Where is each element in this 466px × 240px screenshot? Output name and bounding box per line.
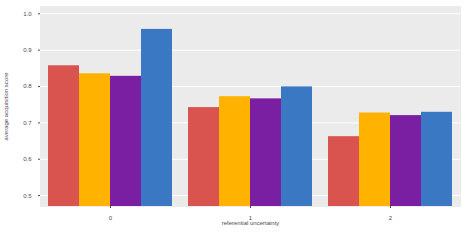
svg-text:1: 1 — [248, 214, 253, 221]
svg-text:0.9: 0.9 — [23, 47, 32, 53]
svg-text:0: 0 — [109, 215, 113, 221]
svg-text:referential uncertainty: referential uncertainty — [222, 220, 280, 226]
svg-text:0.6: 0.6 — [23, 156, 32, 162]
svg-text:0.8: 0.8 — [23, 83, 32, 89]
svg-text:2: 2 — [389, 215, 393, 221]
svg-text:1.0: 1.0 — [23, 11, 32, 17]
svg-text:average acquisition score: average acquisition score — [3, 72, 9, 141]
svg-text:0.5: 0.5 — [23, 193, 32, 199]
svg-text:0.7: 0.7 — [23, 120, 32, 126]
